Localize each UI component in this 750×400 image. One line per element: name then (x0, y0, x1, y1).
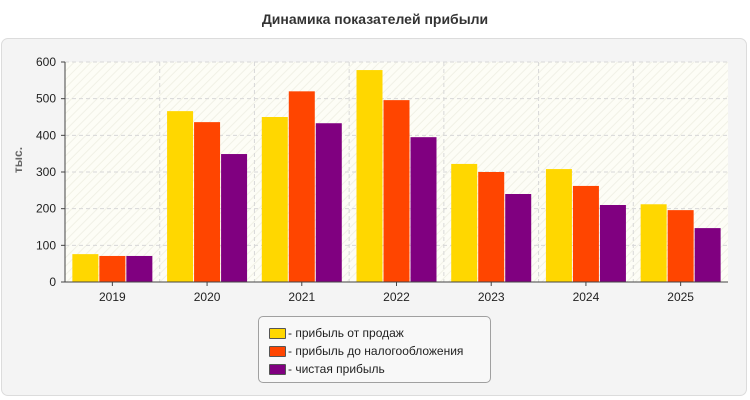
bar-2019-s1 (72, 254, 99, 282)
y-tick-label: 100 (36, 238, 56, 252)
bar-2025-s3 (694, 228, 721, 282)
legend-item-net-profit: - чистая прибыль (269, 360, 490, 378)
bar-2023-s2 (478, 172, 505, 282)
bar-2022-s2 (383, 100, 410, 282)
x-tick-label: 2019 (99, 290, 126, 304)
legend-swatch-net-profit (269, 363, 286, 375)
bar-2020-s1 (167, 111, 194, 282)
bar-2021-s2 (288, 91, 315, 282)
x-tick-label: 2024 (573, 290, 600, 304)
legend-label-pretax-profit: - прибыль до налогообложения (288, 344, 464, 358)
bar-2022-s1 (356, 70, 383, 282)
bar-2021-s3 (315, 123, 342, 282)
bar-2024-s3 (599, 205, 626, 282)
legend-swatch-sales-profit (269, 327, 286, 339)
bar-2019-s2 (99, 255, 126, 282)
legend-label-net-profit: - чистая прибыль (288, 362, 385, 376)
y-tick-label: 600 (36, 55, 56, 69)
x-tick-label: 2022 (383, 290, 410, 304)
bars-group (72, 70, 721, 282)
y-tick-label: 200 (36, 202, 56, 216)
bar-2025-s2 (667, 210, 694, 282)
chart-title: Динамика показателей прибыли (261, 11, 489, 27)
x-tick-label: 2021 (288, 290, 315, 304)
chart-legend: - прибыль от продаж - прибыль до налогоо… (258, 316, 491, 383)
bar-2023-s1 (451, 163, 478, 282)
x-tick-label: 2025 (667, 290, 694, 304)
bar-2025-s1 (640, 204, 667, 282)
bar-2024-s1 (545, 169, 572, 282)
axes-group (64, 62, 728, 283)
bar-2022-s3 (410, 137, 437, 282)
bar-2020-s2 (194, 122, 221, 282)
legend-item-sales-profit: - прибыль от продаж (269, 324, 490, 342)
y-tick-label: 0 (49, 275, 56, 289)
bar-2019-s3 (126, 255, 153, 282)
legend-label-sales-profit: - прибыль от продаж (288, 326, 404, 340)
bar-2020-s3 (221, 154, 248, 282)
y-axis-label: тыс. (11, 147, 25, 173)
x-tick-label: 2023 (478, 290, 505, 304)
bar-2021-s1 (261, 117, 288, 282)
bar-2023-s3 (505, 194, 532, 282)
y-tick-label: 300 (36, 165, 56, 179)
legend-swatch-pretax-profit (269, 345, 286, 357)
x-tick-labels: 2019 2020 2021 2022 2023 2024 2025 (99, 290, 694, 304)
x-tick-label: 2020 (194, 290, 221, 304)
y-tick-labels: 0 100 200 300 400 500 600 (36, 55, 56, 289)
bar-2024-s2 (572, 185, 599, 282)
legend-item-pretax-profit: - прибыль до налогообложения (269, 342, 490, 360)
y-tick-label: 500 (36, 92, 56, 106)
y-tick-label: 400 (36, 128, 56, 142)
